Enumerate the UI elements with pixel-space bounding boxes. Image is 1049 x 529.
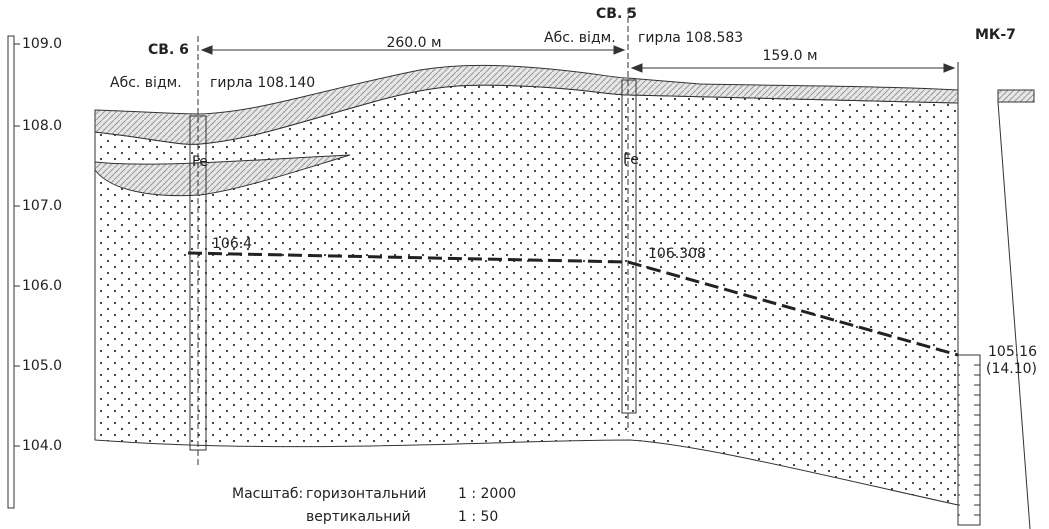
lens (94, 154, 351, 197)
sand-layer (94, 84, 959, 506)
borehole-name: СВ. 6 (148, 42, 189, 58)
dimensions (200, 45, 959, 103)
depth-label: (14.10) (986, 361, 1037, 377)
water-level-label: 105.16 (988, 344, 1037, 360)
scale-tick: 104.0 (22, 438, 62, 454)
legend-value: 1 : 50 (458, 509, 498, 525)
distance: 260.0 м (386, 35, 441, 51)
distance: 159.0 м (762, 48, 817, 64)
scale: 109.0 108.0 107.0 106.0 105.0 104.0 (7, 35, 62, 509)
well-column (957, 354, 981, 526)
marker: Fe (623, 152, 639, 168)
legend-title: Масштаб: (232, 486, 303, 502)
scale-tick: 105.0 (22, 358, 62, 374)
collar: гирла 108.140 (210, 75, 315, 91)
elevation-label: Абс. відм. (110, 75, 182, 91)
borehole-name: МК-7 (975, 27, 1016, 43)
elevation-label: Абс. відм. (544, 30, 616, 46)
soil-fragment (997, 89, 1035, 103)
legend-label: вертикальний (306, 509, 411, 525)
marker: Fe (192, 154, 208, 170)
borehole (189, 115, 207, 451)
soil-layer (94, 64, 959, 145)
water-level-label: 106.308 (648, 246, 706, 262)
borehole-name: СВ. 5 (596, 6, 637, 22)
scale-tick: 108.0 (22, 118, 62, 134)
legend-value: 1 : 2000 (458, 486, 516, 502)
collar: гирла 108.583 (638, 30, 743, 46)
borehole (621, 79, 637, 414)
water-level-label: 106.4 (212, 236, 252, 252)
legend-label: горизонтальний (306, 486, 426, 502)
scale-tick: 106.0 (22, 278, 62, 294)
scale-tick: 107.0 (22, 198, 62, 214)
scale-tick: 109.0 (22, 36, 62, 52)
water-level (187, 251, 959, 357)
section-edge (997, 101, 1031, 529)
